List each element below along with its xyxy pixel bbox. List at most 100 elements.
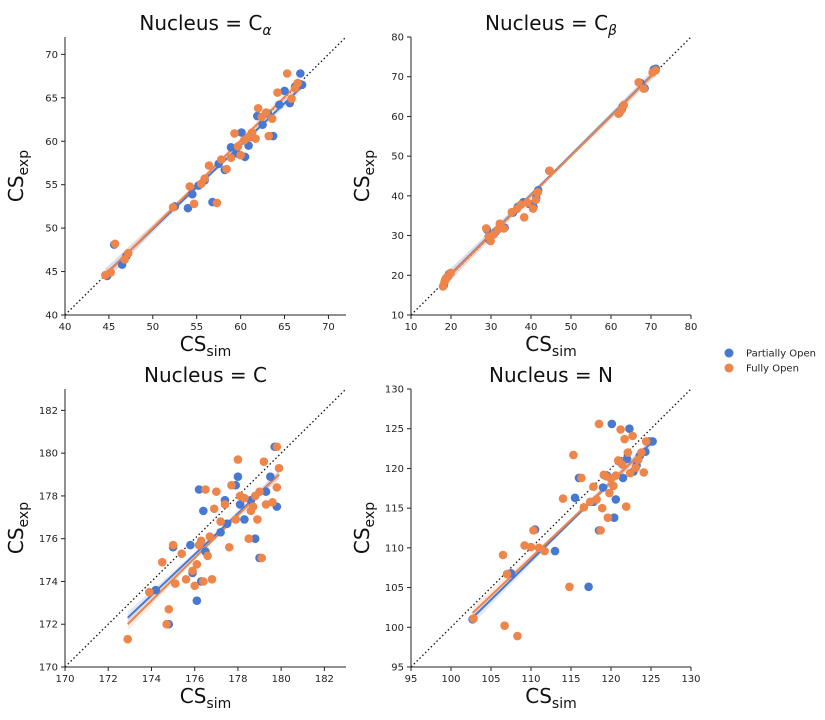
x-tick-label: 60 <box>605 322 618 333</box>
x-tick-label: 30 <box>485 322 498 333</box>
point-fully-open <box>633 455 643 464</box>
y-tick-label: 120 <box>385 464 404 475</box>
point-fully-open <box>168 202 178 212</box>
chart-panel-1: 40 45 50 55 60 65 70 40 45 50 55 60 65 70 Nucleus = Cα… <box>4 11 347 360</box>
y-tick-label: 80 <box>391 33 404 44</box>
point-fully-open <box>446 268 455 278</box>
x-tick-label: 182 <box>315 674 334 685</box>
point-partially-open <box>235 500 245 509</box>
point-fully-open <box>244 534 254 543</box>
y-axis-label: CSexp <box>350 150 378 202</box>
point-fully-open <box>123 634 132 644</box>
y-tick-label: 178 <box>39 491 58 502</box>
point-fully-open <box>523 198 532 207</box>
point-fully-open <box>264 131 274 141</box>
y-axis-label: CSexp <box>350 502 378 554</box>
panel-title: Nucleus = Cβ <box>485 11 617 39</box>
point-fully-open <box>623 448 633 457</box>
x-tick-label: 70 <box>645 322 658 333</box>
point-fully-open <box>625 468 635 478</box>
point-fully-open <box>519 213 529 222</box>
point-fully-open <box>188 566 197 576</box>
point-fully-open <box>192 560 202 569</box>
point-fully-open <box>513 631 522 641</box>
y-tick-label: 55 <box>45 180 58 191</box>
legend-label-partially-open: Partially Open <box>746 349 816 360</box>
point-fully-open <box>597 503 607 513</box>
point-fully-open <box>621 502 631 511</box>
point-fully-open <box>200 174 209 183</box>
y-tick-label: 65 <box>45 93 58 104</box>
point-fully-open <box>498 550 508 560</box>
y-tick-label: 172 <box>39 620 58 631</box>
point-fully-open <box>596 526 605 535</box>
point-partially-open <box>216 527 225 537</box>
x-tick-label: 178 <box>228 674 247 685</box>
y-tick-label: 125 <box>385 424 404 435</box>
x-tick-label: 95 <box>405 674 418 685</box>
point-partially-open <box>648 437 657 446</box>
x-axis-label: CSsim <box>180 332 232 360</box>
point-partially-open <box>296 69 305 78</box>
point-fully-open <box>272 442 282 452</box>
point-fully-open <box>619 100 629 110</box>
point-partially-open <box>233 472 243 481</box>
point-fully-open <box>168 540 178 550</box>
y-tick-label: 100 <box>385 623 404 634</box>
point-fully-open <box>216 517 225 526</box>
point-fully-open <box>273 88 282 97</box>
point-fully-open <box>261 500 271 509</box>
point-partially-open <box>183 203 193 213</box>
x-axis-label-subscript: sim <box>552 696 577 712</box>
point-fully-open <box>267 114 277 123</box>
point-fully-open <box>631 463 641 472</box>
x-axis-label: CSsim <box>525 332 577 360</box>
point-fully-open <box>282 69 292 78</box>
point-partially-open <box>186 540 195 550</box>
y-tick-label: 130 <box>385 385 404 396</box>
point-partially-open <box>151 585 161 595</box>
y-axis-label-subscript: exp <box>16 502 32 528</box>
point-partially-open <box>618 473 628 483</box>
point-fully-open <box>190 581 199 591</box>
point-fully-open <box>209 504 219 514</box>
point-partially-open <box>192 596 202 606</box>
point-fully-open <box>222 164 231 174</box>
y-tick-label: 50 <box>45 224 58 235</box>
panel-title: Nucleus = C <box>144 363 267 387</box>
x-tick-label: 65 <box>278 322 291 333</box>
point-fully-open <box>224 542 234 552</box>
point-fully-open <box>240 493 249 503</box>
y-tick-label: 174 <box>39 577 58 588</box>
point-fully-open <box>196 536 206 546</box>
x-tick-label: 115 <box>561 674 580 685</box>
point-fully-open <box>231 515 241 524</box>
x-tick-label: 70 <box>322 322 335 333</box>
panel-title-main: Nucleus = C <box>139 11 262 35</box>
point-fully-open <box>577 473 586 483</box>
y-axis-label-main: CS <box>350 175 374 202</box>
y-tick-label: 70 <box>391 72 404 83</box>
legend-label-fully-open: Fully Open <box>746 364 799 375</box>
point-partially-open <box>266 472 275 481</box>
y-axis-label-main: CS <box>350 527 374 554</box>
x-axis-label-main: CS <box>180 684 207 708</box>
point-fully-open <box>251 134 260 143</box>
point-partially-open <box>550 546 560 556</box>
point-partially-open <box>194 485 204 494</box>
point-partially-open <box>280 86 289 96</box>
point-fully-open <box>220 500 230 509</box>
point-fully-open <box>529 526 538 535</box>
point-fully-open <box>609 481 618 491</box>
point-fully-open <box>641 437 651 446</box>
point-fully-open <box>634 77 643 87</box>
point-fully-open <box>255 487 264 496</box>
point-fully-open <box>233 142 243 151</box>
x-tick-label: 45 <box>103 322 116 333</box>
point-fully-open <box>253 103 263 113</box>
y-tick-label: 182 <box>39 406 58 417</box>
point-fully-open <box>616 425 625 434</box>
point-fully-open <box>230 129 239 138</box>
